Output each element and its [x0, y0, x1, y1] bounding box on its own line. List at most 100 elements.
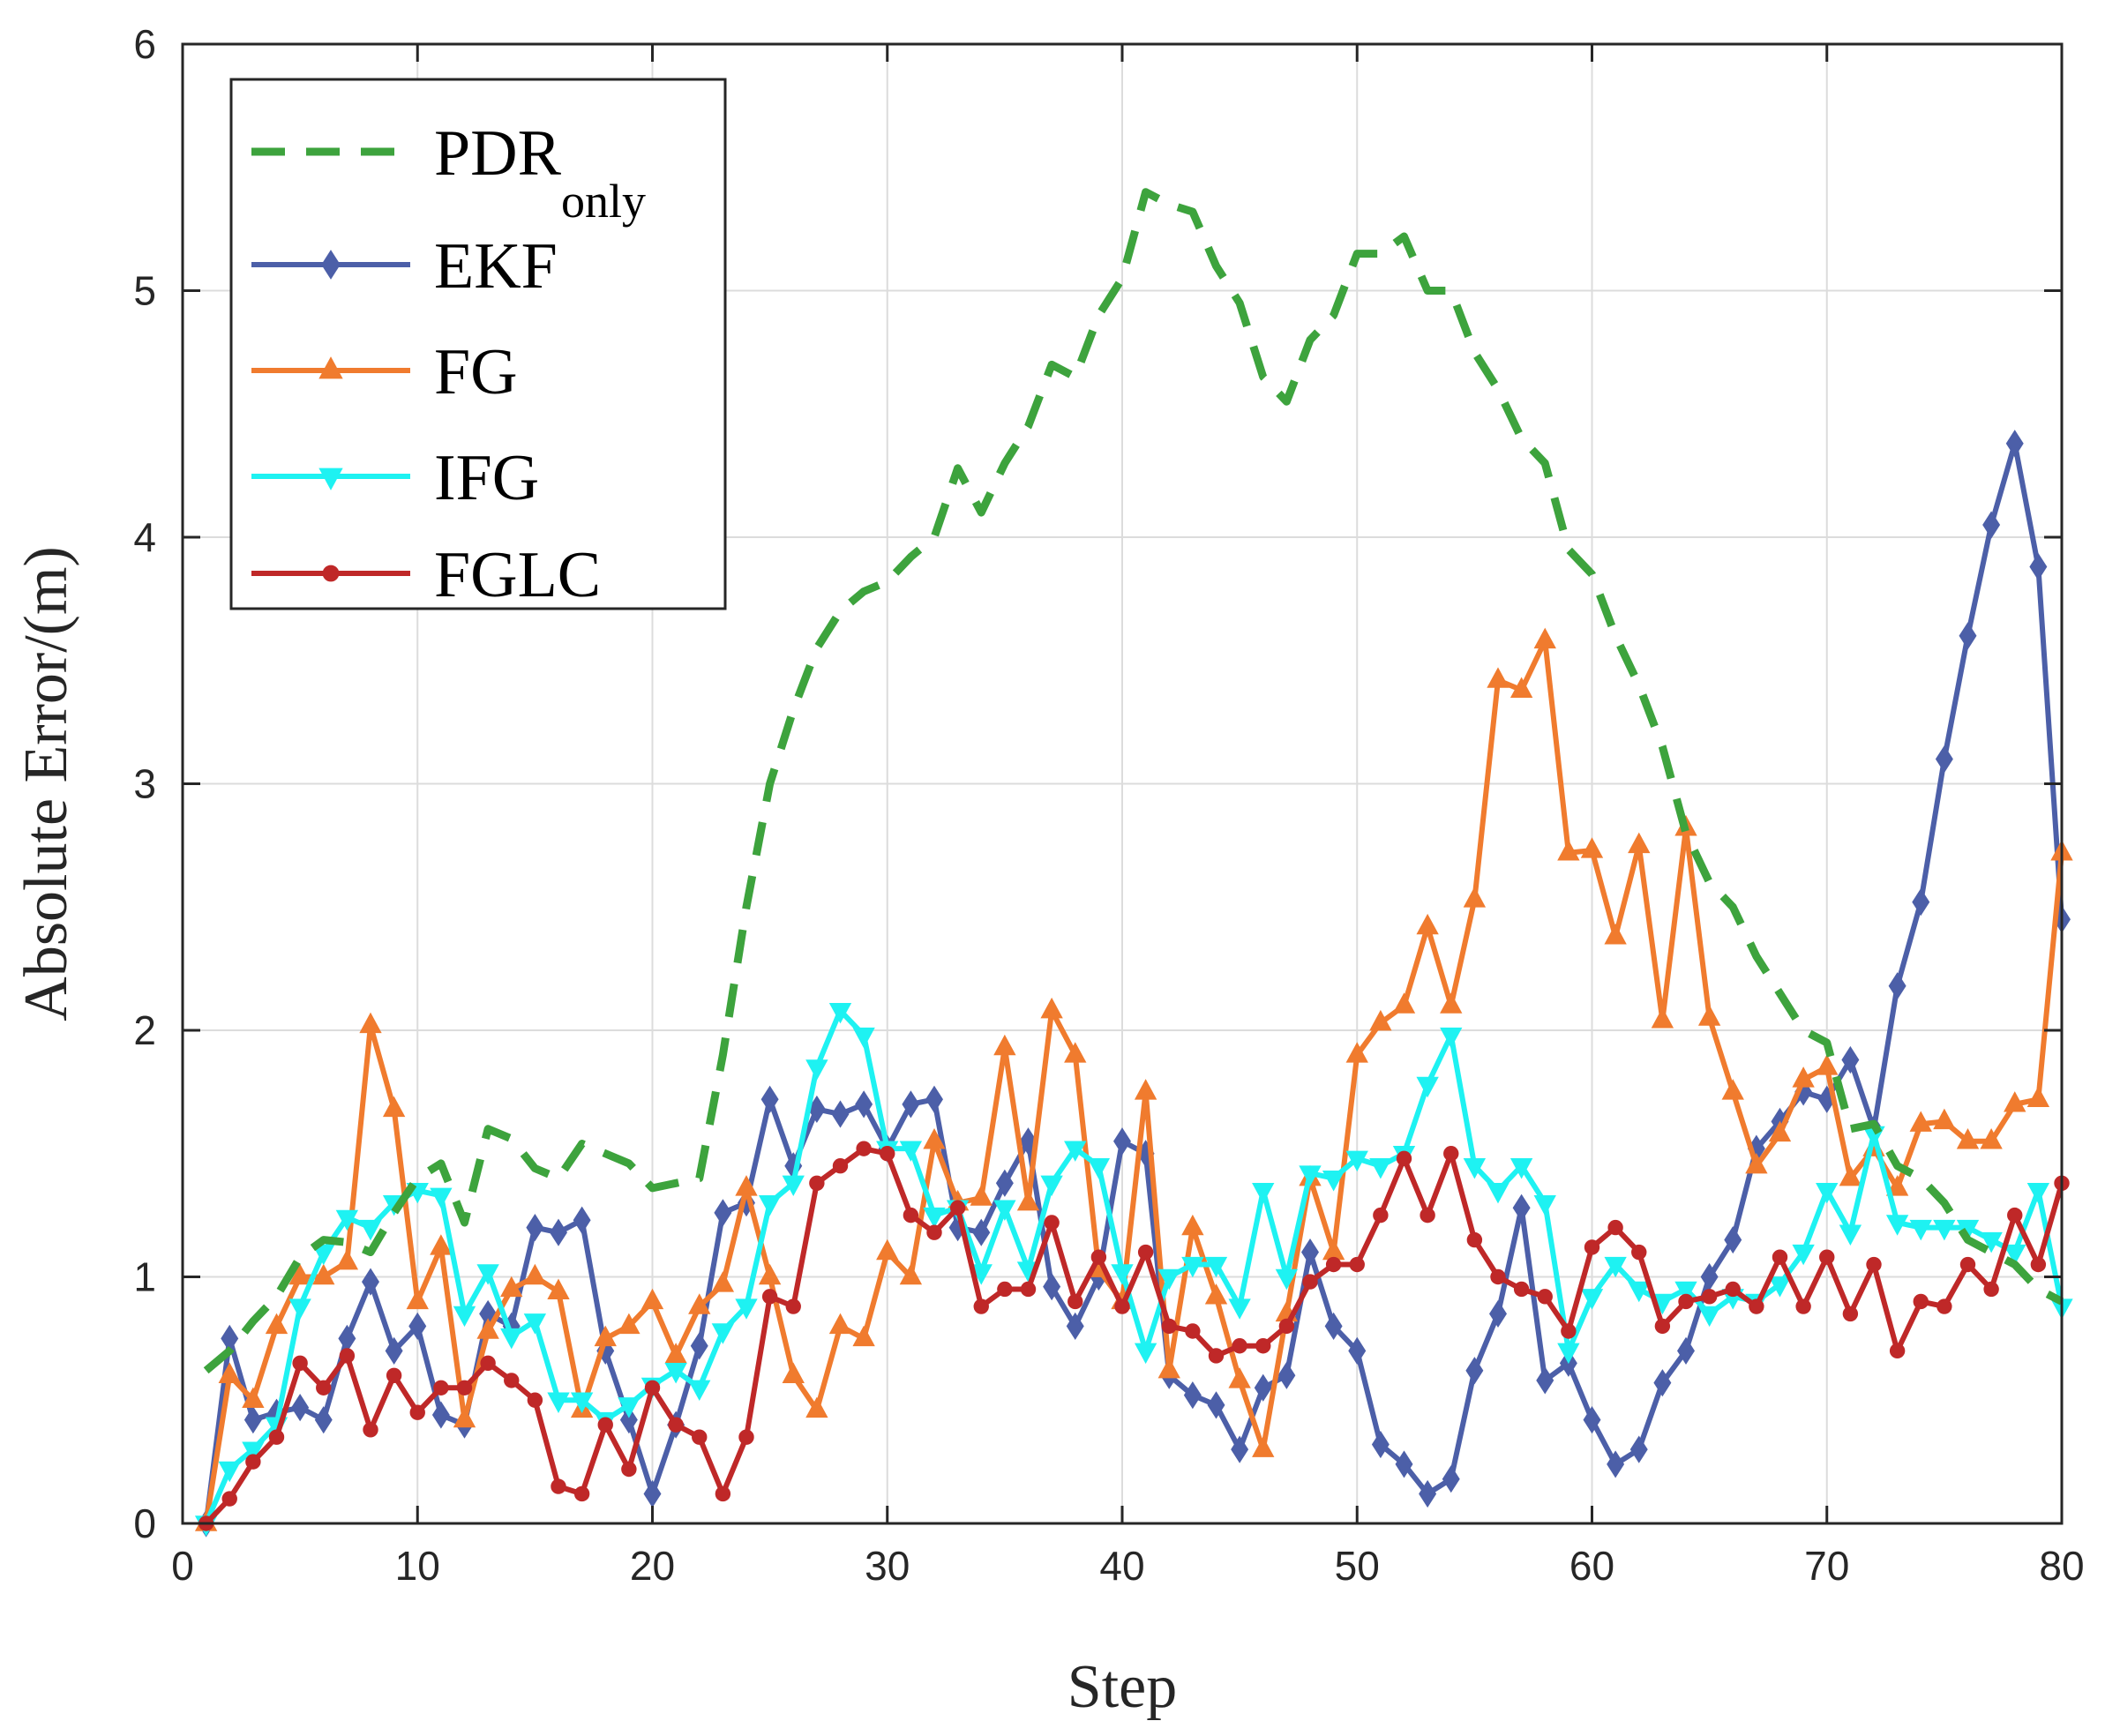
data-point-ifg	[852, 1027, 875, 1049]
data-point-ifg	[899, 1141, 923, 1162]
data-point-fglc	[1420, 1207, 1435, 1223]
data-point-ifg	[1533, 1194, 1556, 1216]
data-point-ifg	[1134, 1343, 1157, 1365]
data-point-fg	[1157, 1357, 1180, 1379]
data-point-ekf	[526, 1213, 544, 1242]
data-point-ekf	[1841, 1045, 1860, 1074]
data-point-fglc	[644, 1380, 661, 1396]
data-point-fglc	[1936, 1298, 1952, 1314]
data-point-fglc	[1490, 1268, 1506, 1285]
data-point-fglc	[1185, 1323, 1201, 1339]
data-point-fglc	[1913, 1293, 1929, 1310]
data-point-fg	[1064, 1042, 1087, 1063]
data-point-ifg	[1299, 1165, 1322, 1186]
y-axis-label: Absolute Error/(m)	[12, 546, 80, 1021]
y-tick-label: 3	[133, 761, 156, 807]
data-point-fglc	[973, 1298, 989, 1314]
data-point-fglc	[1795, 1298, 1811, 1314]
data-point-fglc	[903, 1207, 919, 1223]
data-point-fglc	[245, 1454, 261, 1470]
legend-marker	[318, 356, 343, 379]
data-point-ifg	[2026, 1182, 2050, 1204]
data-point-fg	[664, 1343, 687, 1364]
data-point-fg	[1040, 997, 1063, 1019]
data-point-ekf	[619, 1406, 638, 1434]
data-point-ifg	[1580, 1289, 1604, 1310]
data-point-ekf	[1677, 1336, 1695, 1365]
data-point-fglc	[809, 1175, 825, 1191]
data-point-fglc	[1232, 1338, 1247, 1354]
data-point-fglc	[1725, 1281, 1741, 1298]
data-point-ekf	[1629, 1435, 1648, 1463]
data-point-fglc	[1983, 1281, 1999, 1298]
data-point-ifg	[547, 1392, 570, 1414]
legend-label-text: PDR	[434, 117, 562, 190]
data-point-ifg	[1369, 1158, 1392, 1179]
data-point-fglc	[527, 1392, 543, 1408]
data-point-fglc	[456, 1380, 473, 1396]
data-point-ifg	[335, 1209, 359, 1231]
data-point-fg	[758, 1263, 782, 1285]
data-point-fg	[852, 1325, 875, 1347]
legend-label-text: FG	[434, 336, 518, 408]
data-point-fg	[1885, 1175, 1909, 1196]
data-point-ifg	[1111, 1264, 1134, 1285]
data-point-fg	[430, 1234, 453, 1255]
data-point-fglc	[1889, 1343, 1906, 1359]
data-point-fglc	[433, 1380, 449, 1396]
data-point-fg	[970, 1185, 993, 1206]
data-point-fglc	[386, 1367, 402, 1384]
data-point-ekf	[902, 1090, 920, 1119]
series-fglc	[198, 1141, 2070, 1531]
data-point-fglc	[1278, 1318, 1295, 1335]
data-point-ifg	[923, 1207, 946, 1229]
data-point-fglc	[1842, 1306, 1859, 1322]
data-point-fg	[242, 1387, 265, 1408]
series-group	[194, 188, 2073, 1538]
data-point-ekf	[760, 1085, 779, 1113]
data-point-ekf	[1231, 1435, 1249, 1463]
data-point-fglc	[1561, 1323, 1577, 1339]
series-line-pdr	[203, 188, 2064, 1374]
data-point-ifg	[1252, 1182, 1275, 1204]
y-tick-label: 5	[133, 268, 156, 314]
data-point-ekf	[1019, 1127, 1038, 1156]
data-point-fglc	[1302, 1274, 1318, 1290]
y-tick-label: 0	[133, 1500, 156, 1546]
data-point-ifg	[1697, 1306, 1721, 1328]
data-point-ekf	[1419, 1479, 1437, 1508]
data-point-ekf	[1982, 511, 2001, 539]
data-point-ekf	[1607, 1450, 1625, 1478]
data-point-fglc	[761, 1289, 778, 1305]
data-point-ifg	[758, 1194, 782, 1216]
data-point-fg	[335, 1248, 359, 1270]
data-point-fg	[406, 1288, 429, 1310]
x-axis-label: Step	[1067, 1653, 1177, 1721]
data-point-fg	[1721, 1079, 1744, 1100]
data-point-fglc	[1607, 1219, 1623, 1236]
data-point-fg	[993, 1034, 1016, 1056]
x-tick-label: 10	[395, 1543, 440, 1589]
data-point-ekf	[1442, 1465, 1460, 1493]
data-point-ekf	[431, 1401, 450, 1429]
series-fg	[194, 627, 2073, 1531]
data-point-ifg	[805, 1059, 828, 1081]
data-point-ifg	[1228, 1298, 1251, 1320]
data-point-fg	[476, 1318, 499, 1339]
data-point-ifg	[1768, 1276, 1792, 1298]
x-tick-label: 40	[1099, 1543, 1144, 1589]
data-point-ifg	[1157, 1268, 1180, 1291]
data-point-ekf	[1043, 1273, 1061, 1301]
data-point-fg	[1509, 677, 1533, 698]
data-point-fg	[1909, 1111, 1932, 1132]
data-point-ekf	[243, 1406, 262, 1434]
data-point-ifg	[711, 1323, 735, 1344]
data-point-fg	[1252, 1436, 1275, 1457]
data-point-fg	[1956, 1128, 1980, 1149]
data-point-fg	[640, 1288, 664, 1310]
data-point-ekf	[1324, 1312, 1343, 1341]
data-point-fglc	[268, 1429, 285, 1445]
legend-label: EKF	[434, 230, 558, 303]
data-point-ifg	[1674, 1281, 1697, 1303]
data-point-fglc	[785, 1298, 801, 1314]
